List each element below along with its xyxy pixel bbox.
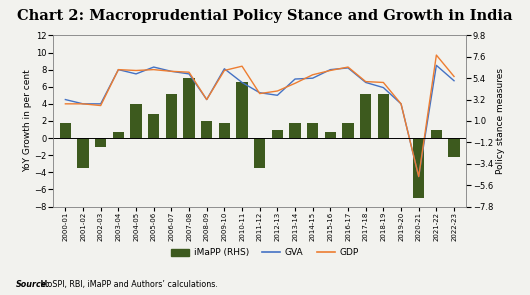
Bar	[289, 123, 301, 138]
Legend: iMaPP (RHS), GVA, GDP: iMaPP (RHS), GVA, GDP	[167, 245, 363, 261]
Bar	[59, 123, 71, 138]
Bar	[130, 104, 142, 138]
Bar	[183, 78, 195, 138]
Text: Chart 2: Macroprudential Policy Stance and Growth in India: Chart 2: Macroprudential Policy Stance a…	[17, 9, 513, 23]
Text: MoSPI, RBI, iMaPP and Authors’ calculations.: MoSPI, RBI, iMaPP and Authors’ calculati…	[38, 280, 218, 289]
Text: Source:: Source:	[16, 280, 50, 289]
Bar	[377, 94, 389, 138]
Bar	[112, 132, 124, 138]
Bar	[201, 121, 213, 138]
Bar	[430, 130, 442, 138]
Bar	[360, 94, 372, 138]
Bar	[165, 94, 177, 138]
Bar	[95, 138, 107, 147]
Bar	[342, 123, 354, 138]
Bar	[218, 123, 230, 138]
Bar	[413, 138, 425, 198]
Bar	[254, 138, 266, 168]
Bar	[148, 114, 160, 138]
Bar	[448, 138, 460, 157]
Bar	[324, 132, 336, 138]
Y-axis label: YoY Growth in per cent: YoY Growth in per cent	[23, 70, 32, 172]
Y-axis label: Policy stance measures: Policy stance measures	[496, 68, 505, 174]
Bar	[271, 130, 283, 138]
Bar	[307, 123, 319, 138]
Bar	[236, 83, 248, 138]
Bar	[77, 138, 89, 168]
